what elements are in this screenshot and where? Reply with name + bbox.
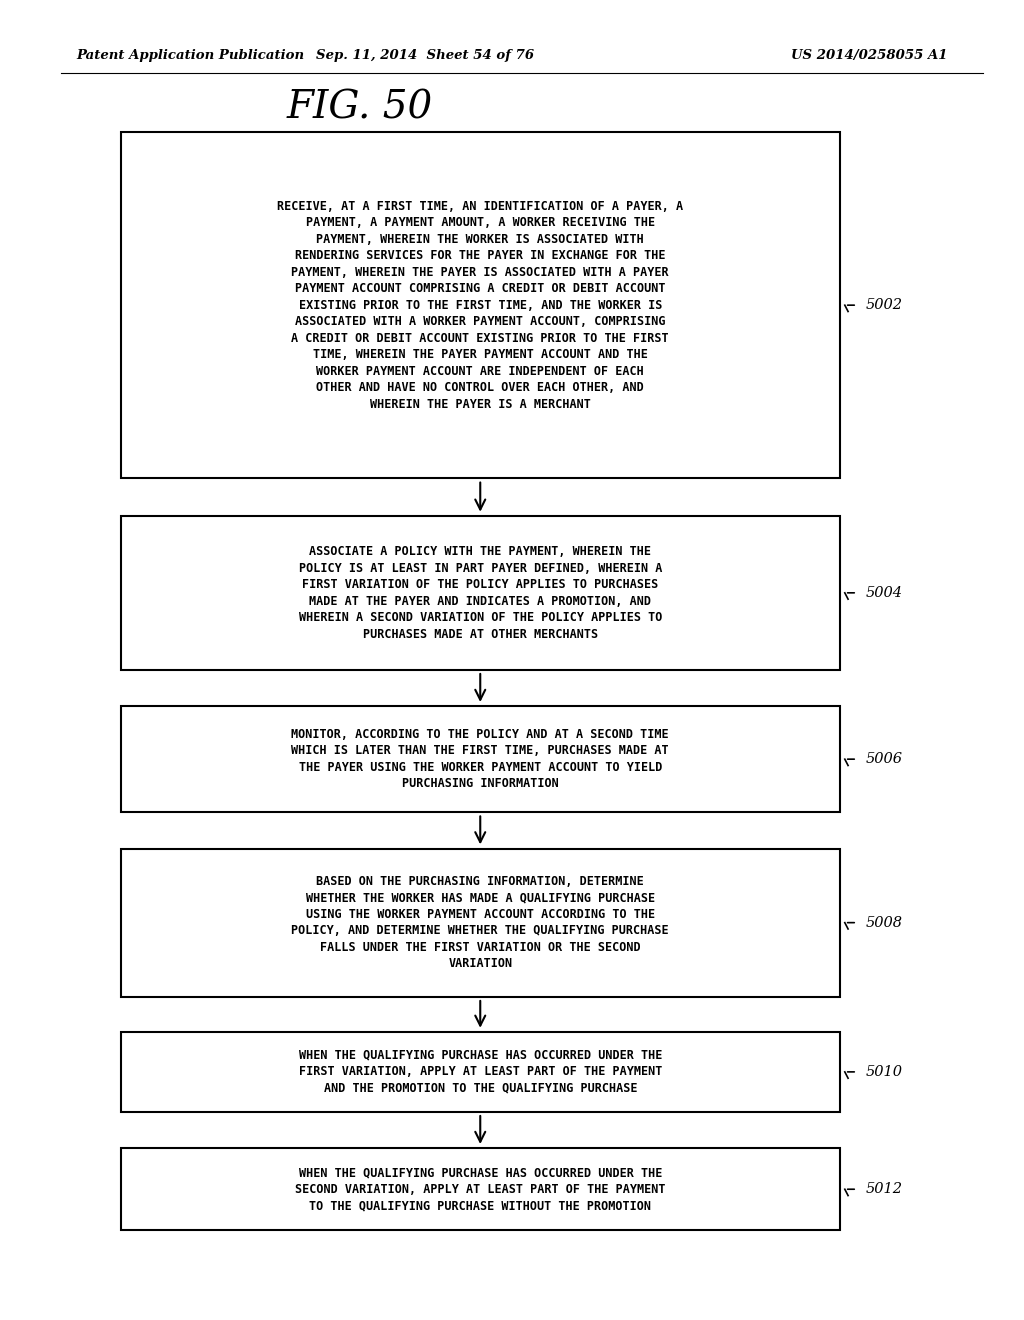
Bar	[121, 1148, 840, 1230]
Text: WHEN THE QUALIFYING PURCHASE HAS OCCURRED UNDER THE
FIRST VARIATION, APPLY AT LE: WHEN THE QUALIFYING PURCHASE HAS OCCURRE…	[299, 1049, 662, 1094]
Bar	[121, 516, 840, 669]
Bar	[121, 706, 840, 812]
Text: BASED ON THE PURCHASING INFORMATION, DETERMINE
WHETHER THE WORKER HAS MADE A QUA: BASED ON THE PURCHASING INFORMATION, DET…	[292, 875, 669, 970]
Bar	[121, 132, 840, 478]
Bar	[121, 849, 840, 997]
Text: US 2014/0258055 A1: US 2014/0258055 A1	[791, 49, 947, 62]
Text: Sep. 11, 2014  Sheet 54 of 76: Sep. 11, 2014 Sheet 54 of 76	[315, 49, 535, 62]
Text: 5002: 5002	[865, 298, 902, 312]
Text: 5010: 5010	[865, 1065, 902, 1078]
Text: 5006: 5006	[865, 752, 902, 766]
Text: ASSOCIATE A POLICY WITH THE PAYMENT, WHEREIN THE
POLICY IS AT LEAST IN PART PAYE: ASSOCIATE A POLICY WITH THE PAYMENT, WHE…	[299, 545, 662, 640]
Text: MONITOR, ACCORDING TO THE POLICY AND AT A SECOND TIME
WHICH IS LATER THAN THE FI: MONITOR, ACCORDING TO THE POLICY AND AT …	[292, 727, 669, 791]
Text: FIG. 50: FIG. 50	[287, 90, 433, 127]
Text: 5004: 5004	[865, 586, 902, 599]
Text: Patent Application Publication: Patent Application Publication	[77, 49, 305, 62]
Bar	[121, 1032, 840, 1111]
Text: WHEN THE QUALIFYING PURCHASE HAS OCCURRED UNDER THE
SECOND VARIATION, APPLY AT L: WHEN THE QUALIFYING PURCHASE HAS OCCURRE…	[295, 1167, 666, 1212]
Text: RECEIVE, AT A FIRST TIME, AN IDENTIFICATION OF A PAYER, A
PAYMENT, A PAYMENT AMO: RECEIVE, AT A FIRST TIME, AN IDENTIFICAT…	[278, 199, 683, 411]
Text: 5008: 5008	[865, 916, 902, 929]
Text: 5012: 5012	[865, 1183, 902, 1196]
